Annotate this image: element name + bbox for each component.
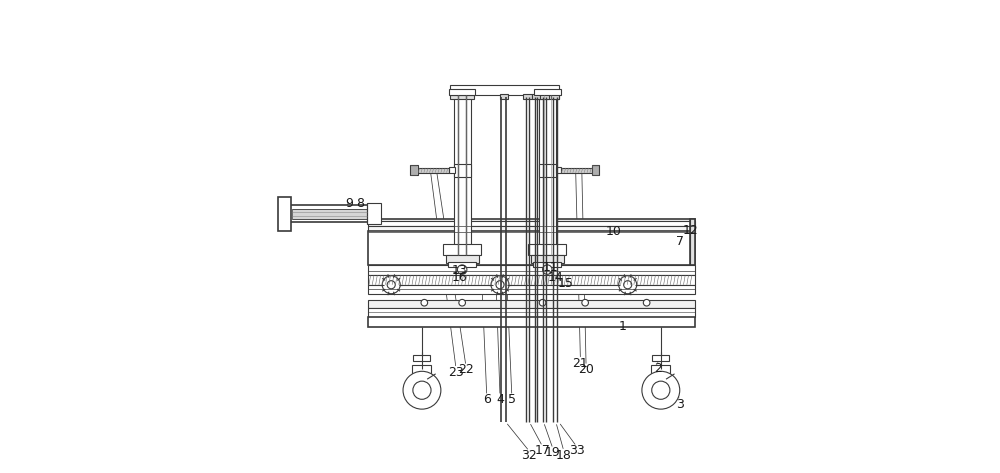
Text: 3: 3 bbox=[676, 398, 684, 411]
Text: 21: 21 bbox=[573, 357, 588, 370]
Bar bbox=[449, 89, 475, 95]
Circle shape bbox=[543, 265, 552, 274]
Bar bbox=[531, 255, 564, 263]
Circle shape bbox=[387, 280, 395, 289]
Bar bbox=[652, 355, 669, 361]
Circle shape bbox=[491, 276, 509, 294]
Text: 2: 2 bbox=[655, 362, 662, 376]
Bar bbox=[556, 167, 561, 173]
Bar bbox=[528, 244, 566, 255]
Bar bbox=[454, 95, 471, 255]
Bar bbox=[368, 231, 695, 265]
Bar bbox=[443, 244, 481, 255]
Circle shape bbox=[582, 299, 588, 306]
Bar bbox=[539, 164, 556, 177]
Text: 11: 11 bbox=[543, 261, 558, 274]
Circle shape bbox=[382, 276, 400, 294]
Bar bbox=[446, 255, 479, 263]
Text: 7: 7 bbox=[676, 235, 684, 248]
Text: 22: 22 bbox=[458, 363, 474, 377]
Circle shape bbox=[652, 381, 670, 399]
Text: 5: 5 bbox=[508, 393, 516, 406]
Bar bbox=[367, 203, 381, 224]
Bar bbox=[533, 262, 561, 267]
Bar bbox=[368, 265, 695, 275]
Bar bbox=[412, 365, 431, 374]
Text: 33: 33 bbox=[569, 444, 585, 457]
Bar bbox=[368, 221, 695, 226]
Bar bbox=[278, 197, 291, 231]
Circle shape bbox=[643, 299, 650, 306]
Text: 13: 13 bbox=[452, 264, 468, 277]
Text: 9: 9 bbox=[346, 197, 354, 210]
Bar bbox=[368, 226, 695, 232]
Bar bbox=[290, 205, 369, 222]
Bar bbox=[417, 168, 449, 173]
Bar bbox=[368, 300, 695, 308]
Circle shape bbox=[619, 276, 637, 294]
Circle shape bbox=[413, 381, 431, 399]
Text: 10: 10 bbox=[606, 225, 621, 238]
Text: 1: 1 bbox=[619, 320, 627, 333]
Bar bbox=[561, 168, 593, 173]
Text: 19: 19 bbox=[545, 446, 561, 459]
Text: 15: 15 bbox=[557, 277, 573, 290]
Bar bbox=[551, 94, 559, 99]
Circle shape bbox=[403, 371, 441, 409]
Bar bbox=[413, 355, 430, 361]
Text: 8: 8 bbox=[356, 197, 364, 210]
Text: 12: 12 bbox=[683, 224, 698, 237]
Text: 4: 4 bbox=[496, 393, 504, 406]
Bar bbox=[523, 94, 532, 99]
Text: 17: 17 bbox=[535, 444, 551, 457]
Bar bbox=[540, 94, 549, 99]
Circle shape bbox=[457, 265, 467, 274]
Circle shape bbox=[496, 280, 504, 289]
Bar bbox=[368, 219, 695, 222]
Bar bbox=[651, 365, 670, 374]
Circle shape bbox=[642, 371, 680, 409]
Bar bbox=[690, 219, 695, 265]
Bar bbox=[368, 308, 695, 317]
Bar bbox=[410, 165, 418, 175]
Bar bbox=[368, 317, 695, 327]
Text: 18: 18 bbox=[556, 448, 572, 462]
Bar bbox=[368, 275, 695, 285]
Text: 16: 16 bbox=[452, 271, 468, 284]
Bar bbox=[292, 209, 367, 219]
Bar bbox=[539, 95, 556, 255]
Bar bbox=[448, 262, 476, 267]
Circle shape bbox=[421, 299, 428, 306]
Circle shape bbox=[624, 280, 632, 289]
Bar bbox=[449, 167, 455, 173]
Circle shape bbox=[459, 299, 465, 306]
Bar bbox=[535, 93, 559, 99]
Bar bbox=[532, 94, 540, 99]
Circle shape bbox=[539, 299, 546, 306]
Text: 14: 14 bbox=[548, 271, 564, 284]
Text: 20: 20 bbox=[578, 363, 594, 377]
Bar bbox=[534, 89, 561, 95]
Bar bbox=[500, 94, 508, 99]
Text: 23: 23 bbox=[448, 366, 464, 379]
Bar bbox=[450, 93, 474, 99]
Bar bbox=[454, 164, 471, 177]
Bar bbox=[592, 165, 599, 175]
Text: 6: 6 bbox=[483, 393, 491, 406]
Text: 32: 32 bbox=[521, 448, 537, 462]
Bar bbox=[368, 285, 695, 294]
Bar bbox=[450, 85, 559, 95]
